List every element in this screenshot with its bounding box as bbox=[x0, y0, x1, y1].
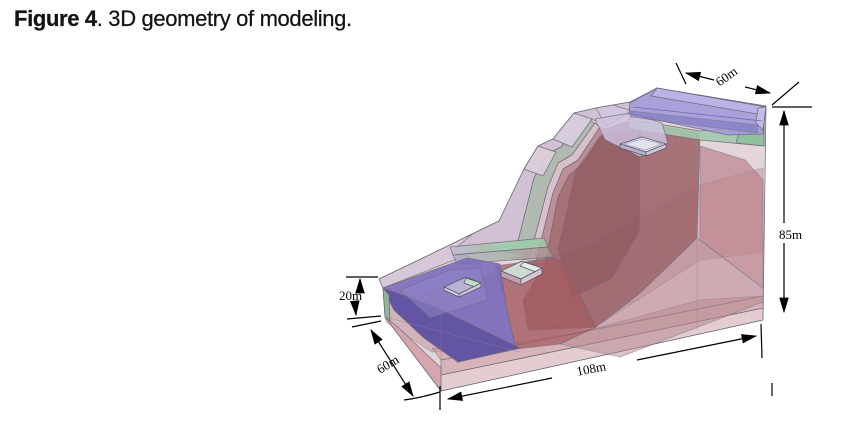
svg-text:20m: 20m bbox=[339, 288, 362, 303]
svg-text:60m: 60m bbox=[374, 352, 402, 377]
svg-text:108m: 108m bbox=[575, 358, 607, 378]
svg-text:60m: 60m bbox=[713, 63, 741, 89]
svg-text:85m: 85m bbox=[779, 227, 802, 242]
